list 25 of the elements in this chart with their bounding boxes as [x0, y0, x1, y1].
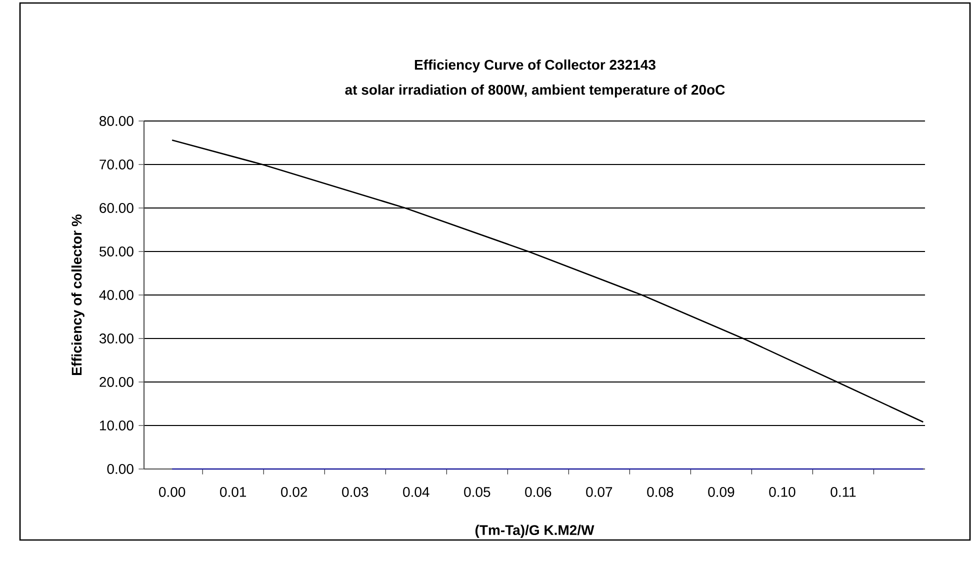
chart-title: Efficiency Curve of Collector 232143	[414, 59, 656, 73]
y-tick-label: 40.00	[99, 290, 134, 300]
y-tick-label: 60.00	[100, 203, 134, 213]
x-tick-label: 0.02	[281, 487, 308, 497]
x-tick-label: 0.10	[769, 487, 796, 497]
x-tick-label: 0.04	[403, 487, 430, 497]
y-tick-label: 20.00	[100, 377, 134, 387]
x-tick-label: 0.00	[158, 487, 186, 497]
chart-subtitle: at solar irradiation of 800W, ambient temperature of 20oC	[345, 84, 725, 98]
x-tick-label: 0.07	[586, 487, 612, 497]
x-tick-label: 0.05	[464, 487, 490, 497]
y-tick-label: 70.00	[100, 160, 134, 170]
y-tick-label: 50.00	[99, 246, 134, 256]
x-tick-label: 0.01	[220, 487, 246, 497]
x-tick-label: 0.11	[830, 487, 856, 497]
y-tick-label: 80.00	[100, 116, 134, 126]
x-tick-label: 0.06	[525, 487, 552, 497]
x-tick-label: 0.09	[708, 487, 734, 497]
x-tick-label: 0.08	[647, 487, 674, 497]
x-tick-label: 0.03	[342, 487, 368, 497]
x-axis-title: (Tm-Ta)/G K.M2/W	[475, 524, 594, 538]
y-tick-label: 10.00	[100, 420, 134, 430]
y-tick-label: 0.00	[107, 464, 134, 474]
y-axis-title: Efficiency of collector %	[71, 214, 84, 375]
y-tick-label: 30.00	[99, 334, 134, 344]
